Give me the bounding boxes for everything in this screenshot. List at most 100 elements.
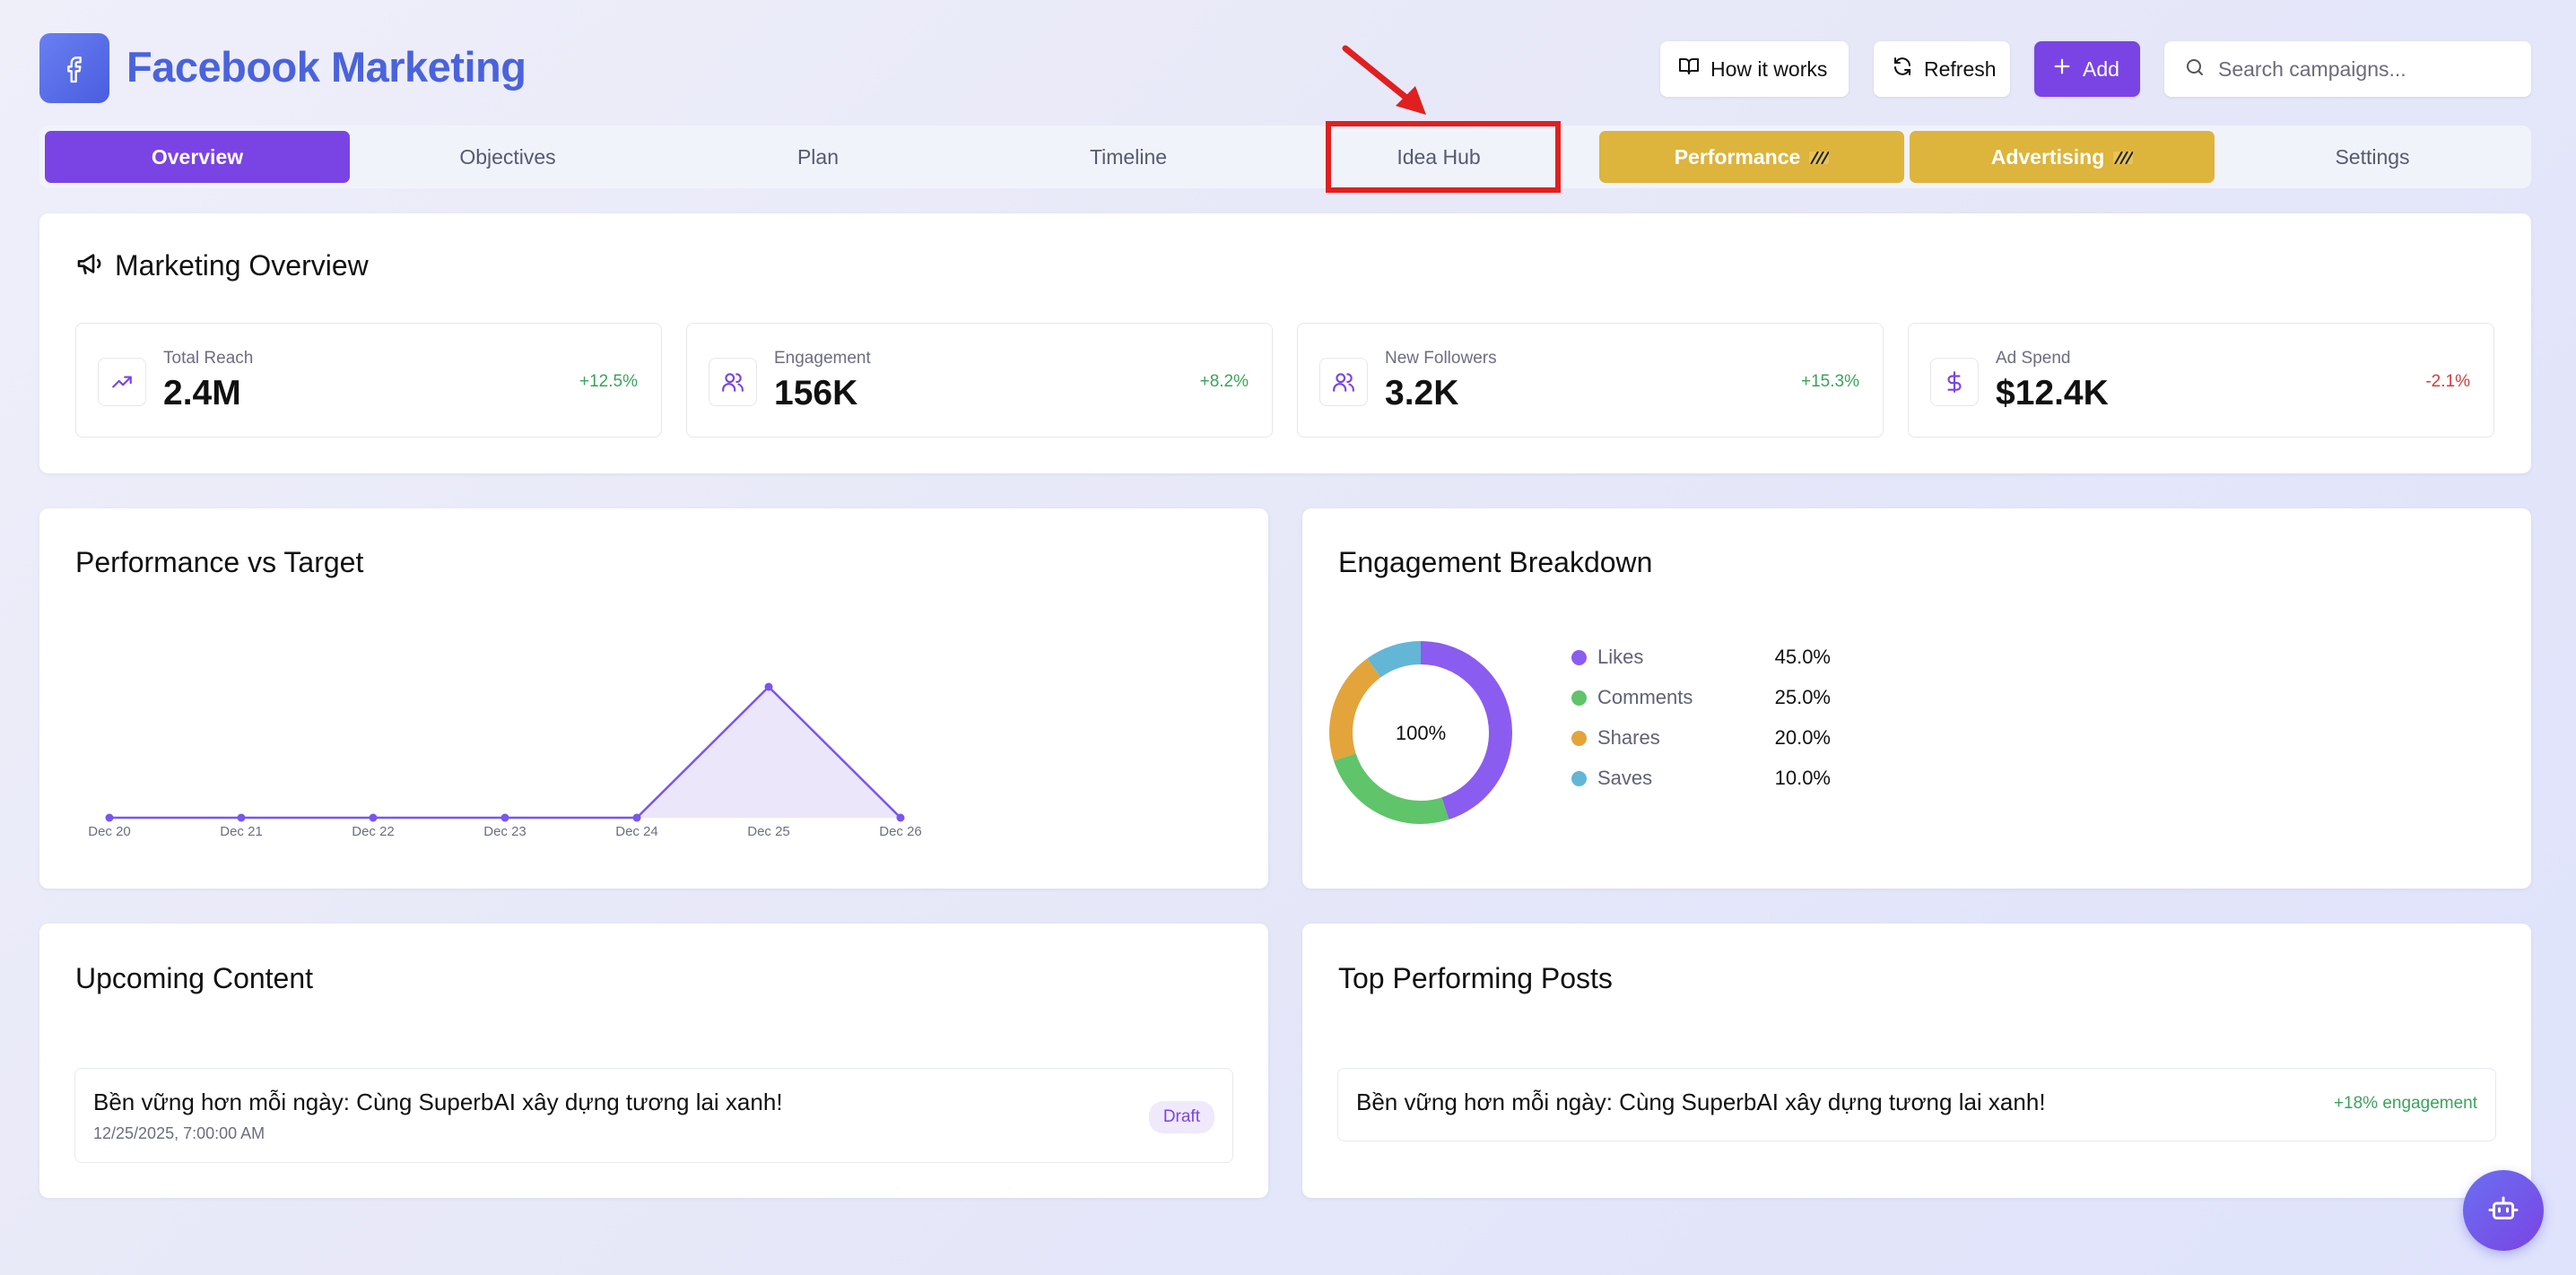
users-icon	[709, 358, 757, 406]
premium-stripes-icon	[2113, 145, 2135, 169]
refresh-icon	[1892, 56, 1913, 82]
chart-point	[369, 813, 378, 822]
legend-swatch	[1571, 649, 1587, 665]
engagement-metric: +18% engagement	[2333, 1094, 2477, 1113]
upcoming-content-card: Upcoming Content Bền vững hơn mỗi ngày: …	[39, 924, 1268, 1198]
stat-delta: +15.3%	[1801, 372, 1859, 391]
top-performing-posts-card: Top Performing Posts Bền vững hơn mỗi ng…	[1302, 924, 2531, 1198]
chart-point	[237, 813, 246, 822]
donut-center-label: 100%	[1396, 722, 1446, 744]
book-icon	[1678, 56, 1700, 82]
trending-up-icon	[98, 358, 146, 406]
chart-point	[764, 682, 773, 691]
legend-swatch	[1571, 690, 1587, 706]
tab-idea-hub[interactable]: Idea Hub	[1397, 144, 1481, 169]
upcoming-item-date: 12/25/2025, 7:00:00 AM	[93, 1124, 265, 1142]
stat-label: Total Reach	[163, 349, 254, 368]
stat-card-ad-spend: Ad Spend $12.4K -2.1%	[1908, 323, 2494, 438]
x-tick-label: Dec 26	[879, 824, 922, 839]
stat-card-new-followers: New Followers 3.2K +15.3%	[1297, 323, 1884, 438]
tab-settings[interactable]: Settings	[2335, 144, 2410, 169]
legend-item: Shares 20.0%	[1571, 726, 1831, 750]
stat-value: 2.4M	[163, 374, 241, 412]
stat-label: Ad Spend	[1996, 349, 2071, 368]
tab-timeline[interactable]: Timeline	[1089, 144, 1168, 169]
refresh-button[interactable]: Refresh	[1874, 41, 2010, 97]
engagement-breakdown-card: Engagement Breakdown 100% Likes 45.0% Comm…	[1302, 508, 2531, 889]
marketing-overview-card: Marketing Overview Total Reach 2.4M +12.…	[39, 213, 2531, 473]
legend-label: Comments	[1597, 686, 1693, 708]
upcoming-title: Upcoming Content	[75, 962, 314, 994]
search-box	[2164, 41, 2531, 97]
performance-line-chart: Dec 20 Dec 21 Dec 22 Dec 23 Dec 24 Dec 25 Dec …	[88, 682, 922, 839]
search-icon	[2184, 56, 2206, 82]
legend-value: 45.0%	[1774, 646, 1831, 668]
plus-icon	[2052, 56, 2072, 82]
stat-value: $12.4K	[1996, 374, 2109, 412]
performance-vs-target-card: Performance vs Target Dec 20 Dec 21 Dec 22…	[39, 508, 1268, 889]
perf-title: Performance vs Target	[75, 546, 364, 578]
search-input[interactable]	[2218, 56, 2505, 82]
tab-objectives[interactable]: Objectives	[459, 144, 556, 169]
donut-slice	[1329, 641, 1512, 824]
x-tick-label: Dec 21	[220, 824, 263, 839]
how-it-works-button[interactable]: How it works	[1660, 41, 1849, 97]
app-title: Facebook Marketing	[126, 43, 527, 91]
chart-point	[896, 813, 905, 822]
dollar-icon	[1930, 358, 1979, 406]
x-tick-label: Dec 22	[352, 824, 395, 839]
tab-bar: Overview Objectives Plan Timeline Idea H…	[39, 126, 2531, 188]
x-tick-label: Dec 20	[88, 824, 131, 839]
donut-slice	[1329, 641, 1512, 824]
status-badge: Draft	[1148, 1101, 1214, 1133]
legend-label: Shares	[1597, 726, 1660, 749]
add-button[interactable]: Add	[2034, 41, 2140, 97]
tab-performance[interactable]: Performance	[1599, 131, 1904, 183]
megaphone-icon	[75, 249, 104, 282]
red-arrow-icon	[1336, 43, 1435, 128]
legend-label: Saves	[1597, 767, 1653, 789]
legend-item: Likes 45.0%	[1571, 646, 1831, 669]
top-posts-title: Top Performing Posts	[1338, 962, 1613, 994]
x-tick-label: Dec 23	[483, 824, 527, 839]
header: Facebook Marketing How it works Refresh …	[39, 33, 2531, 103]
legend-swatch	[1571, 730, 1587, 746]
upcoming-item[interactable]: Bền vững hơn mỗi ngày: Cùng SuperbAI xây…	[74, 1068, 1233, 1163]
tab-advertising[interactable]: Advertising	[1910, 131, 2215, 183]
stat-label: New Followers	[1385, 349, 1497, 368]
stat-delta: +12.5%	[579, 372, 638, 391]
add-label: Add	[2083, 56, 2119, 81]
top-post-item[interactable]: Bền vững hơn mỗi ngày: Cùng SuperbAI xây…	[1337, 1068, 2496, 1141]
stat-value: 156K	[774, 374, 858, 412]
chart-point	[500, 813, 509, 822]
stat-delta: -2.1%	[2425, 372, 2470, 391]
eng-title: Engagement Breakdown	[1338, 546, 1653, 578]
upcoming-item-title: Bền vững hơn mỗi ngày: Cùng SuperbAI xây…	[93, 1089, 783, 1115]
overview-title: Marketing Overview	[115, 249, 369, 282]
refresh-label: Refresh	[1924, 56, 1997, 81]
legend-value: 20.0%	[1774, 726, 1831, 749]
legend-item: Saves 10.0%	[1571, 767, 1831, 790]
legend-swatch	[1571, 770, 1587, 786]
tab-plan[interactable]: Plan	[796, 144, 840, 169]
tab-overview[interactable]: Overview	[45, 131, 350, 183]
facebook-logo-icon	[39, 33, 109, 103]
chart-point	[632, 813, 641, 822]
chart-point	[105, 813, 114, 822]
engagement-donut-chart: 100%	[1329, 641, 1512, 824]
stat-value: 3.2K	[1385, 374, 1459, 412]
how-it-works-label: How it works	[1710, 56, 1828, 81]
stat-label: Engagement	[774, 349, 871, 368]
x-tick-label: Dec 25	[747, 824, 790, 839]
chatbot-button[interactable]	[2463, 1170, 2544, 1251]
stat-card-engagement: Engagement 156K +8.2%	[686, 323, 1273, 438]
users-icon	[1319, 358, 1368, 406]
premium-stripes-icon	[1809, 145, 1831, 169]
chart-area-fill	[109, 687, 901, 818]
legend-value: 25.0%	[1774, 686, 1831, 708]
legend-item: Comments 25.0%	[1571, 686, 1831, 709]
legend-label: Likes	[1597, 646, 1644, 668]
bot-icon	[2487, 1193, 2519, 1229]
stat-card-total-reach: Total Reach 2.4M +12.5%	[75, 323, 662, 438]
stat-delta: +8.2%	[1199, 372, 1249, 391]
